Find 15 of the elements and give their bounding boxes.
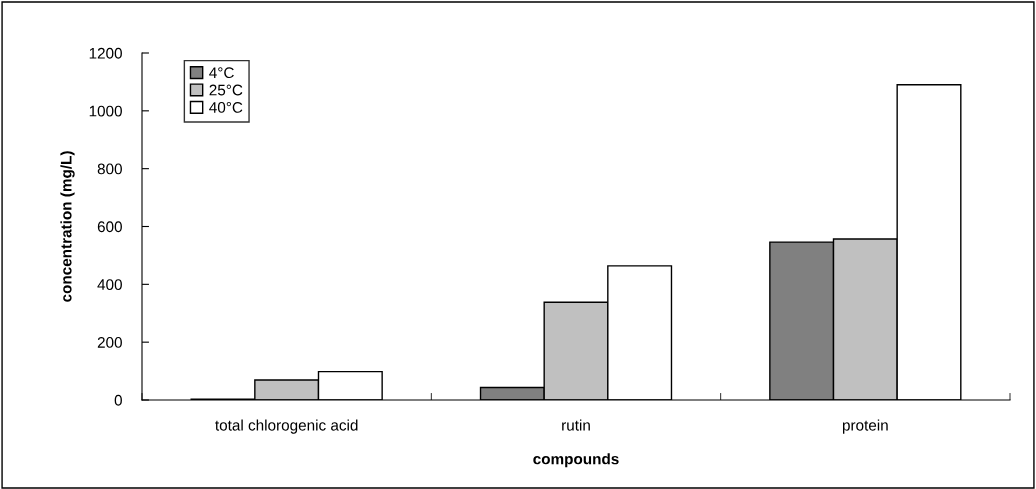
y-tick-label: 1000 [89,105,122,117]
y-tick-label: 1200 [89,47,122,59]
y-axis-title: concentration (mg/L) [60,151,75,302]
x-tick-label: protein [842,419,888,434]
legend-label: 25°C [209,84,243,96]
legend-label: 4°C [209,67,234,79]
x-tick-label: rutin [562,419,590,431]
y-tick-label: 400 [97,279,122,291]
y-tick-label: 600 [97,221,122,233]
y-tick-label: 0 [114,394,122,406]
legend-label: 40°C [209,101,243,113]
y-tick-label: 800 [97,163,122,175]
x-axis-title: compounds [533,453,619,468]
y-tick-label: 200 [97,337,122,348]
x-tick-label: total chlorogenic acid [215,419,358,434]
